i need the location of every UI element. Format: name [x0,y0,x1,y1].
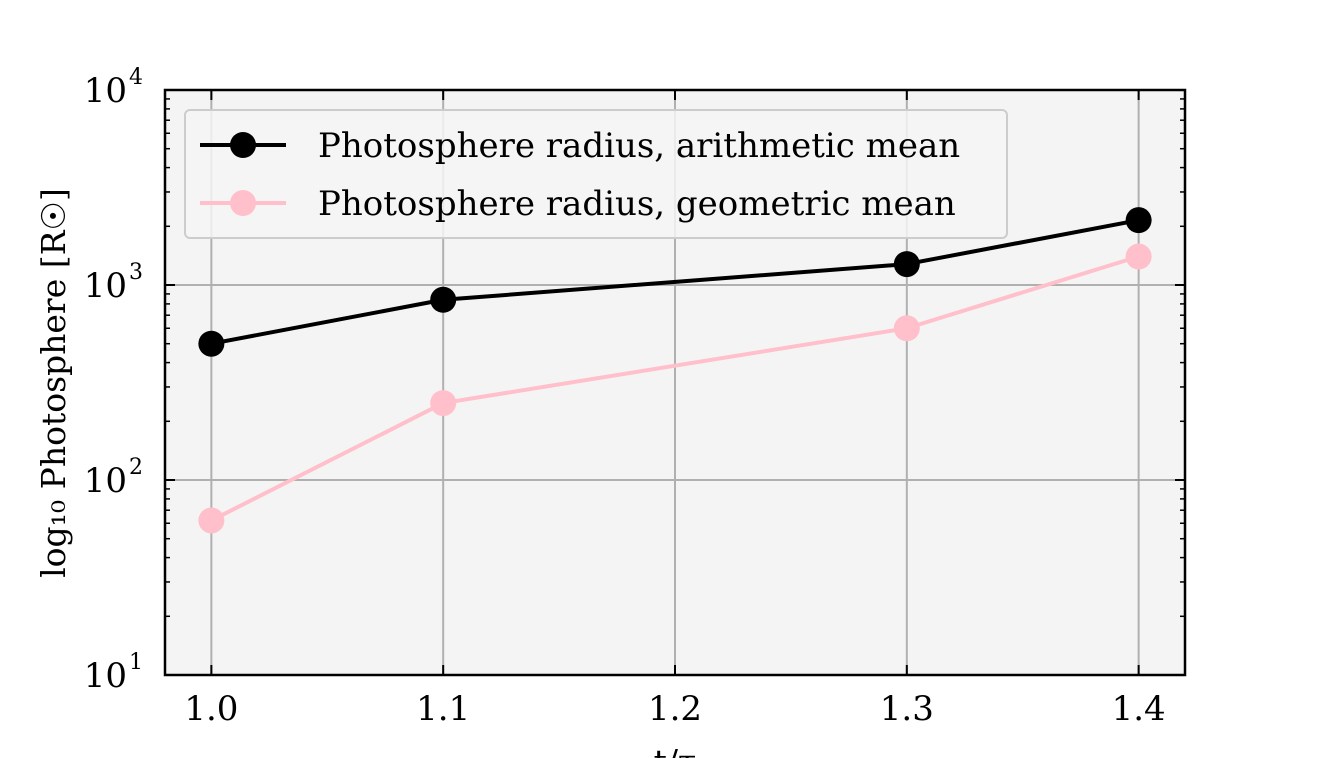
y-tick-base: 10 [84,656,127,696]
y-tick-base: 10 [84,266,127,306]
series-line [210,254,1140,523]
y-tick-base: 10 [84,461,127,501]
x-tick-label: 1.4 [1112,689,1166,729]
data-point [198,507,225,534]
legend-box [184,109,1008,239]
y-tick-exponent: 2 [129,455,143,480]
legend-label: Photosphere radius, arithmetic mean [318,126,960,166]
x-tick-label: 1.1 [416,689,470,729]
series-line [210,218,1140,346]
data-point [430,390,457,417]
y-tick-label: 10 2 [84,455,143,501]
legend-marker [230,190,256,216]
y-tick-base: 10 [84,71,127,111]
data-point [893,315,920,342]
y-tick-label: 10 3 [84,260,143,306]
data-point [1125,243,1152,270]
data-point [430,286,457,313]
x-tick-labels: 1.0 1.1 1.2 1.3 1.4 [184,689,1165,729]
y-tick-exponent: 1 [129,650,143,675]
x-tick-label: 1.0 [184,689,238,729]
legend-marker [230,132,256,158]
data-point [1125,207,1152,234]
y-tick-exponent: 4 [129,65,143,90]
x-tick-label: 1.3 [880,689,934,729]
series-layer [198,207,1152,534]
y-axis-label: log₁₀ Photosphere [R☉] [34,188,73,578]
x-tick-label: 1.2 [648,689,702,729]
x-axis-label: t/τ [654,742,697,758]
legend: Photosphere radius, arithmetic mean Photo… [184,109,1008,239]
y-tick-label: 10 1 [84,650,143,696]
data-point [198,330,225,357]
data-point [893,251,920,278]
y-tick-label: 10 4 [84,65,143,111]
y-tick-exponent: 3 [129,260,143,285]
ticks [165,89,1185,676]
legend-label: Photosphere radius, geometric mean [318,184,956,224]
